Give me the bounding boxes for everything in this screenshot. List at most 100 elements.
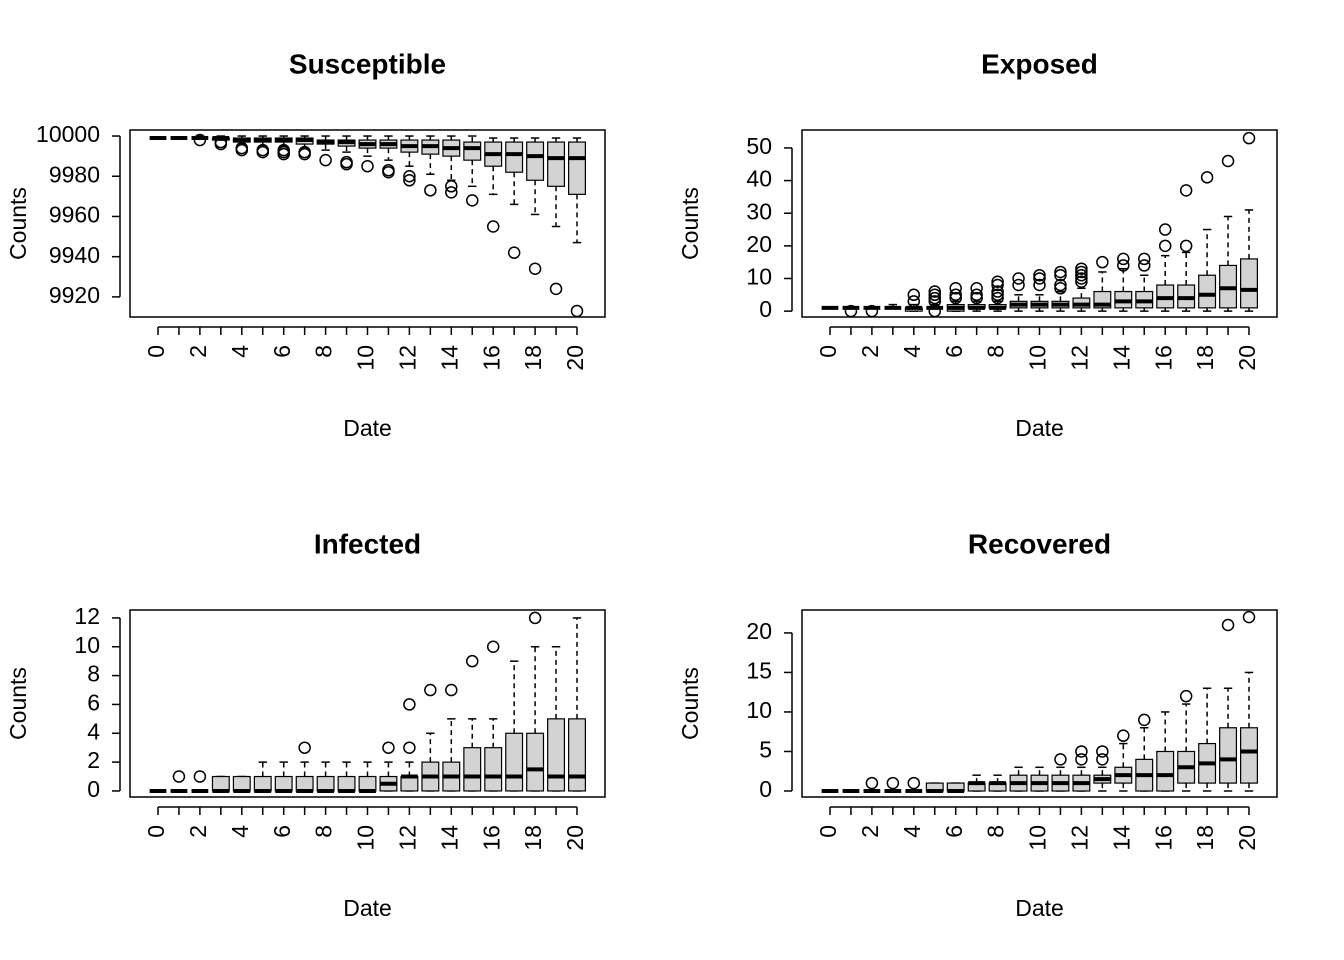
- y-tick-label: 0: [759, 776, 772, 802]
- outlier: [1158, 223, 1172, 236]
- outlier: [865, 304, 879, 318]
- outlier: [1242, 131, 1256, 145]
- x-tick-label: 10: [1025, 345, 1051, 371]
- outlier: [844, 304, 858, 318]
- outlier: [1179, 184, 1193, 197]
- outlier: [298, 741, 311, 754]
- y-tick-label: 2: [87, 747, 100, 773]
- x-tick-label: 16: [1150, 345, 1176, 371]
- outlier: [1096, 753, 1109, 766]
- box: [463, 747, 482, 792]
- outlier: [549, 282, 563, 296]
- box: [526, 141, 545, 181]
- box: [568, 718, 586, 792]
- x-tick-label: 2: [857, 345, 883, 358]
- box: [484, 747, 503, 792]
- x-tick-label: 4: [227, 345, 253, 358]
- outlier: [949, 282, 962, 295]
- chart-title: Exposed: [981, 48, 1098, 79]
- x-tick-label: 18: [520, 825, 546, 851]
- x-tick-label: 4: [899, 825, 925, 838]
- x-tick-label: 0: [143, 345, 169, 358]
- x-tick-label: 12: [1066, 825, 1092, 851]
- y-tick-label: 10: [746, 264, 772, 290]
- outlier: [1096, 745, 1109, 758]
- outlier: [928, 285, 941, 298]
- x-tick-label: 14: [1108, 825, 1134, 851]
- outlier: [1117, 729, 1130, 742]
- x-tick-label: 0: [815, 825, 841, 838]
- y-tick-label: 40: [746, 166, 772, 192]
- x-tick-label: 6: [941, 345, 967, 358]
- outlier: [1075, 262, 1088, 275]
- outlier: [1075, 275, 1088, 289]
- outlier: [1117, 252, 1130, 266]
- x-tick-label: 12: [1066, 345, 1092, 371]
- box: [358, 775, 377, 792]
- outlier: [507, 246, 521, 259]
- outlier: [382, 165, 395, 179]
- y-tick-label: 9940: [49, 242, 100, 268]
- outlier: [1075, 753, 1088, 766]
- box: [1156, 750, 1175, 792]
- y-tick-label: 30: [746, 198, 772, 224]
- x-tick-label: 10: [353, 345, 379, 371]
- x-tick-label: 12: [394, 345, 420, 371]
- y-axis-label: Counts: [677, 667, 703, 740]
- box: [526, 732, 545, 792]
- outlier: [991, 275, 1004, 289]
- outlier: [949, 288, 962, 302]
- outlier: [445, 683, 458, 697]
- box: [1198, 274, 1217, 309]
- plot-frame: [129, 609, 606, 798]
- outlier: [1117, 259, 1130, 272]
- outlier: [928, 288, 941, 302]
- outlier: [1075, 272, 1088, 285]
- outlier: [382, 741, 395, 754]
- outlier: [340, 157, 353, 171]
- x-tick-label: 16: [478, 345, 504, 371]
- x-tick-label: 18: [1192, 825, 1218, 851]
- outlier: [928, 295, 941, 308]
- outlier: [1054, 265, 1067, 279]
- y-axis-label: Counts: [677, 187, 703, 260]
- outlier: [907, 776, 921, 790]
- outlier: [1075, 265, 1088, 279]
- box: [547, 141, 566, 187]
- outlier: [1033, 268, 1046, 282]
- x-tick-label: 6: [941, 825, 967, 838]
- outlier: [424, 683, 437, 697]
- box: [1240, 258, 1258, 309]
- outlier: [1054, 282, 1067, 295]
- outlier: [1054, 753, 1067, 766]
- outlier: [1138, 259, 1151, 272]
- x-tick-label: 2: [185, 345, 211, 358]
- x-tick-label: 8: [311, 345, 337, 358]
- chart-title: Infected: [314, 528, 421, 559]
- box: [253, 775, 272, 792]
- y-tick-label: 10: [746, 697, 772, 723]
- x-tick-label: 4: [899, 345, 925, 358]
- outlier: [403, 741, 416, 754]
- outlier: [886, 776, 900, 790]
- x-tick-label: 20: [1234, 825, 1260, 851]
- box: [547, 718, 566, 792]
- box: [274, 775, 293, 792]
- box: [463, 141, 482, 161]
- box: [568, 141, 586, 195]
- outlier: [528, 262, 542, 275]
- x-tick-label: 16: [1150, 825, 1176, 851]
- outlier: [970, 288, 983, 302]
- outlier: [528, 611, 542, 625]
- y-tick-label: 6: [87, 690, 100, 716]
- outlier: [466, 194, 479, 207]
- x-tick-label: 2: [185, 825, 211, 838]
- x-tick-label: 14: [436, 345, 462, 371]
- box: [1240, 727, 1258, 784]
- x-tick-label: 2: [857, 825, 883, 838]
- outlier: [1033, 272, 1046, 285]
- outlier: [1033, 278, 1046, 292]
- outlier: [1179, 239, 1193, 253]
- box: [505, 141, 524, 173]
- x-tick-label: 8: [983, 345, 1009, 358]
